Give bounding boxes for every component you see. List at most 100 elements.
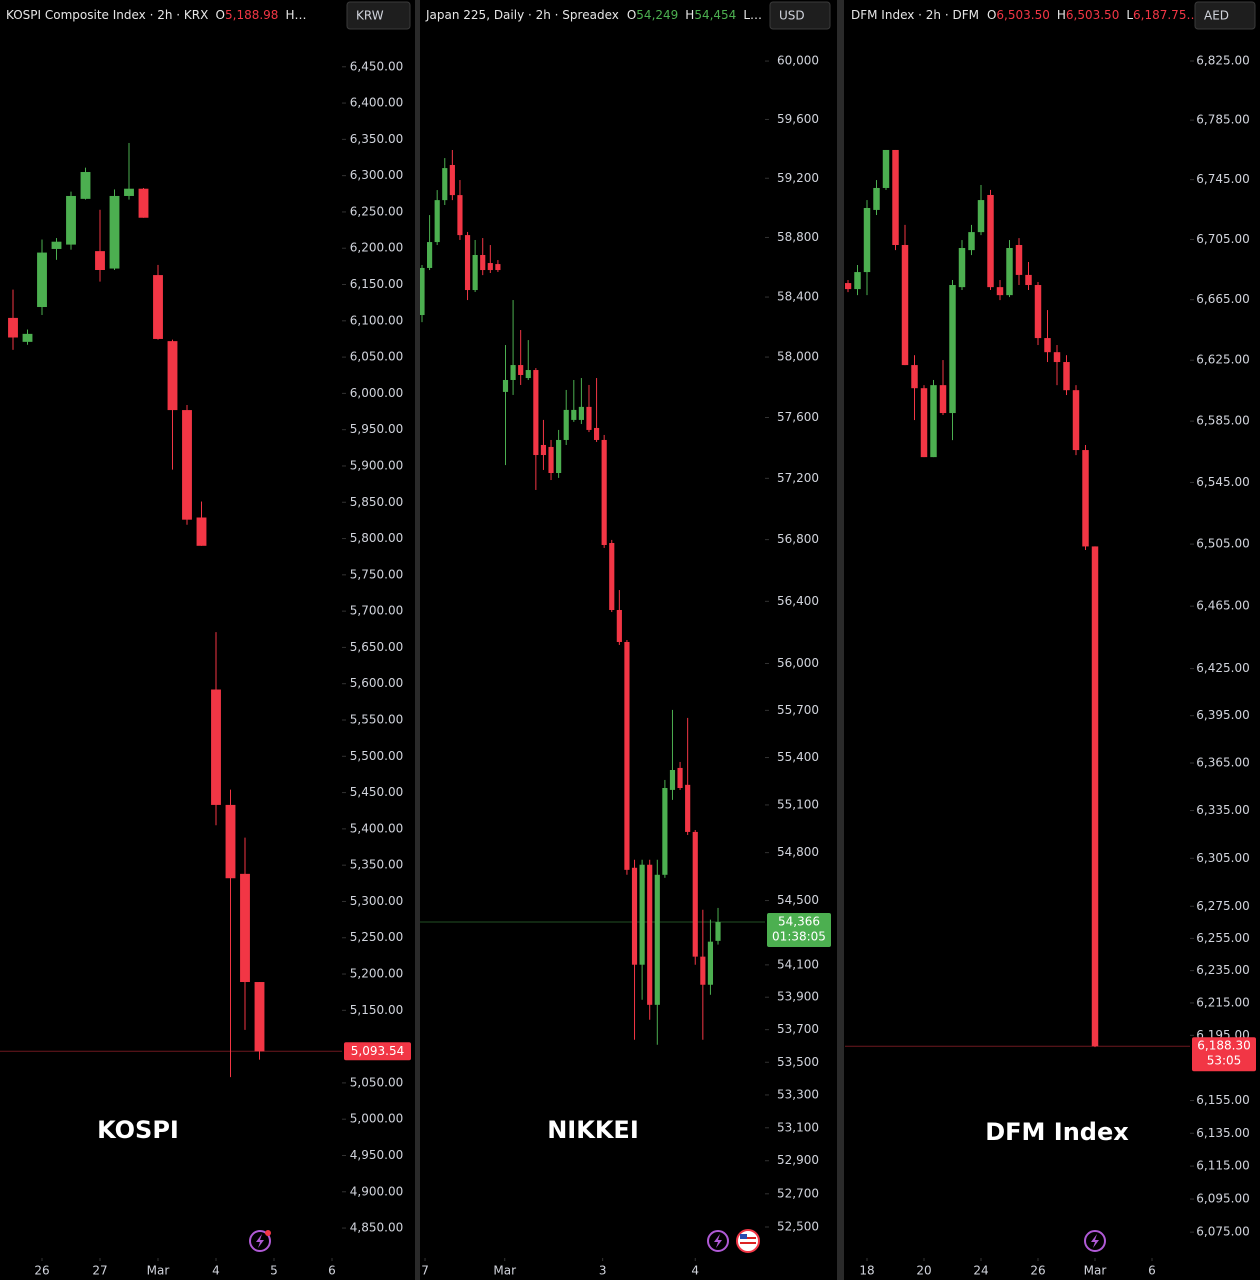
header-value: 54,249 bbox=[636, 8, 678, 22]
x-tick-label: 18 bbox=[859, 1264, 874, 1278]
y-tick-label: 57,600 bbox=[777, 410, 819, 424]
plot-area bbox=[845, 149, 1190, 1048]
y-tick-label: 6,095.00 bbox=[1196, 1192, 1249, 1206]
y-tick-label: 5,800.00 bbox=[350, 531, 403, 545]
y-tick-label: 5,500.00 bbox=[350, 749, 403, 763]
header-value: 6,187.75… bbox=[1133, 8, 1198, 22]
candle-body bbox=[420, 267, 425, 316]
watermark: NIKKEI bbox=[547, 1116, 639, 1144]
y-tick-label: 5,650.00 bbox=[350, 640, 403, 654]
icon-circle[interactable] bbox=[1084, 1230, 1106, 1252]
x-tick-label: 26 bbox=[34, 1264, 49, 1278]
y-tick-label: 5,150.00 bbox=[350, 1003, 403, 1017]
y-tick-label: 6,050.00 bbox=[350, 350, 403, 364]
candle-body bbox=[882, 149, 890, 188]
candle-body bbox=[1025, 274, 1032, 286]
flag-icon[interactable] bbox=[736, 1229, 760, 1253]
header-tail: L… bbox=[743, 8, 762, 22]
y-tick-label: 6,235.00 bbox=[1196, 963, 1249, 977]
candle-body bbox=[949, 285, 956, 414]
icon[interactable] bbox=[249, 1230, 271, 1252]
candle-body bbox=[138, 188, 149, 218]
candle-body bbox=[563, 409, 569, 440]
y-tick-label: 6,275.00 bbox=[1196, 899, 1249, 913]
countdown: 01:38:05 bbox=[772, 930, 826, 944]
y-tick-label: 6,305.00 bbox=[1196, 851, 1249, 865]
header-key: O bbox=[627, 8, 636, 22]
icon-circle[interactable] bbox=[736, 1229, 760, 1253]
candle-body bbox=[51, 241, 62, 249]
y-tick-label: 5,200.00 bbox=[350, 967, 403, 981]
currency-box bbox=[1194, 1, 1256, 30]
y-tick-label: 6,350.00 bbox=[350, 132, 403, 146]
y-tick-label: 6,625.00 bbox=[1196, 353, 1249, 367]
icon-circle[interactable] bbox=[707, 1230, 729, 1252]
icon-bolt bbox=[1091, 1234, 1099, 1248]
candle-body bbox=[669, 769, 676, 790]
y-tick-label: 55,700 bbox=[777, 703, 819, 717]
header-bg bbox=[0, 0, 342, 30]
y-tick-label: 56,000 bbox=[777, 656, 819, 670]
candle-body bbox=[586, 406, 592, 430]
y-tick-label: 58,000 bbox=[777, 350, 819, 364]
last-price-label: 5,093.54 bbox=[351, 1044, 404, 1058]
candle-body bbox=[37, 252, 47, 308]
header-value: 6,503.50 bbox=[996, 8, 1049, 22]
y-tick-label: 53,300 bbox=[777, 1087, 819, 1101]
y-tick-label: 5,550.00 bbox=[350, 713, 403, 727]
x-tick-label: Mar bbox=[147, 1264, 170, 1278]
candle-body bbox=[167, 341, 178, 411]
y-tick-label: 54,800 bbox=[777, 845, 819, 859]
candle-body bbox=[480, 254, 486, 271]
y-tick-label: 4,900.00 bbox=[350, 1184, 403, 1198]
header-title: KOSPI Composite Index · 2h · KRX bbox=[6, 8, 208, 22]
last-price-label: 6,188.30 bbox=[1197, 1039, 1250, 1053]
candle-body bbox=[196, 517, 207, 546]
icon-bolt bbox=[256, 1234, 264, 1248]
candle-body bbox=[700, 956, 706, 985]
y-tick-label: 6,075.00 bbox=[1196, 1225, 1249, 1239]
candle-body bbox=[457, 195, 463, 236]
candle-body bbox=[624, 641, 630, 870]
y-tick-label: 5,850.00 bbox=[350, 495, 403, 509]
icon[interactable] bbox=[1084, 1230, 1106, 1252]
y-tick-label: 55,400 bbox=[777, 750, 819, 764]
candle-body bbox=[124, 188, 134, 196]
candle-body bbox=[548, 446, 554, 474]
currency: AED bbox=[1204, 9, 1229, 23]
currency: USD bbox=[779, 9, 805, 23]
x-tick-label: 4 bbox=[212, 1264, 220, 1278]
icon-circle[interactable] bbox=[249, 1230, 271, 1252]
y-tick-label: 6,215.00 bbox=[1196, 995, 1249, 1009]
candle-body bbox=[854, 272, 861, 290]
candle-body bbox=[487, 263, 493, 271]
y-tick-label: 55,100 bbox=[777, 797, 819, 811]
header: Japan 225, Daily · 2h · Spreadex O54,249 H… bbox=[425, 8, 762, 22]
y-tick-label: 52,500 bbox=[777, 1220, 819, 1234]
candle-body bbox=[153, 275, 163, 339]
icon[interactable] bbox=[707, 1230, 729, 1252]
header-bg bbox=[420, 0, 765, 30]
plot-area bbox=[420, 149, 765, 1045]
candle-body bbox=[930, 385, 937, 458]
candle-body bbox=[556, 439, 562, 474]
candle-body bbox=[1072, 390, 1080, 451]
candle-body bbox=[639, 864, 645, 965]
y-tick-label: 6,395.00 bbox=[1196, 708, 1249, 722]
flag-canton bbox=[740, 1234, 747, 1239]
candle-body bbox=[996, 287, 1004, 296]
header-title: DFM Index · 2h · DFM bbox=[851, 8, 979, 22]
candle-body bbox=[109, 195, 120, 269]
header-tail: H… bbox=[285, 8, 306, 22]
y-tick-label: 53,900 bbox=[777, 990, 819, 1004]
candle-body bbox=[22, 333, 33, 342]
last-price-box bbox=[344, 1042, 411, 1061]
x-tick-label: Mar bbox=[1084, 1264, 1107, 1278]
last-price-box bbox=[767, 913, 831, 948]
candle-body bbox=[939, 385, 947, 414]
y-tick-label: 5,750.00 bbox=[350, 567, 403, 581]
y-tick-label: 6,400.00 bbox=[350, 96, 403, 110]
candle-body bbox=[662, 788, 668, 875]
x-tick-label: 6 bbox=[328, 1264, 336, 1278]
